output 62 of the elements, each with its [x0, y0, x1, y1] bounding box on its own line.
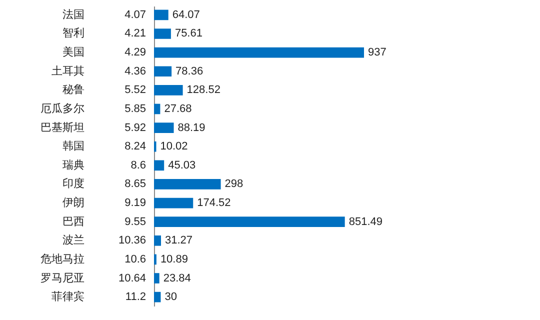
text: 4.21: [124, 28, 146, 40]
bar: [154, 84, 183, 96]
text: 10.36: [118, 234, 146, 247]
bar: [154, 10, 168, 20]
data-label: 298: [224, 178, 244, 190]
bar: [154, 104, 160, 114]
data-label: 31.27: [165, 234, 193, 247]
text: 9.55: [124, 216, 146, 228]
data-label: 937: [368, 46, 386, 59]
data-label: 128.52: [186, 84, 220, 96]
bar: [154, 216, 345, 228]
y-tick-label: 巴基斯坦: [40, 120, 84, 134]
text: 5.92: [124, 122, 146, 134]
y-tick-label: 波兰: [62, 234, 84, 247]
text: 8.65: [124, 178, 146, 190]
y-tick-label: 瑞典: [62, 158, 84, 172]
bar: [154, 28, 171, 39]
text: 8.6: [130, 159, 146, 172]
y-tick-label: 韩国: [62, 140, 84, 153]
data-label: 23.84: [163, 272, 191, 284]
data-label: 75.61: [174, 28, 202, 40]
data-label: 30: [164, 291, 177, 304]
text: 10.64: [118, 272, 146, 284]
text: 8.24: [124, 140, 146, 153]
y-tick-label: 美国: [62, 46, 84, 59]
text: 5.52: [124, 84, 146, 96]
text: 11.2: [125, 291, 146, 304]
y-tick-label: 秘鲁: [62, 84, 84, 96]
y-tick-label: 厄瓜多尔: [40, 102, 84, 115]
bar: [154, 292, 161, 302]
y-tick-label: 智利: [62, 26, 84, 40]
text: 4.36: [124, 65, 146, 78]
bar: [154, 66, 172, 77]
y-tick-label: 伊朗: [62, 196, 84, 210]
y-tick-label: 危地马拉: [40, 252, 84, 266]
data-label: 10.89: [160, 253, 188, 266]
bar: [154, 179, 221, 190]
text: 9.19: [124, 197, 146, 210]
data-label: 45.03: [168, 159, 196, 172]
data-label: 10.02: [160, 140, 188, 153]
bar: [154, 273, 160, 284]
y-tick-label: 法国: [62, 8, 84, 21]
text: 10.6: [124, 253, 146, 266]
bar: [154, 122, 174, 133]
bar: [154, 47, 364, 58]
bar: [154, 198, 194, 208]
data-label: 64.07: [172, 8, 200, 21]
data-label: 851.49: [348, 216, 382, 228]
data-label: 78.36: [176, 65, 204, 78]
data-label: 174.52: [197, 197, 231, 210]
y-tick-label: 罗马尼亚: [40, 272, 84, 284]
text: 5.85: [124, 102, 146, 115]
y-tick-label: 巴西: [62, 216, 84, 228]
y-tick-label: 菲律宾: [52, 290, 84, 304]
data-label: 27.68: [164, 102, 192, 115]
text: 4.07: [124, 8, 146, 21]
bar: [154, 235, 162, 246]
y-tick-label: 土耳其: [52, 64, 84, 78]
bar: [154, 160, 164, 171]
y-tick-label: 印度: [62, 177, 84, 190]
data-label: 88.19: [178, 122, 206, 134]
text: 4.29: [124, 46, 146, 59]
